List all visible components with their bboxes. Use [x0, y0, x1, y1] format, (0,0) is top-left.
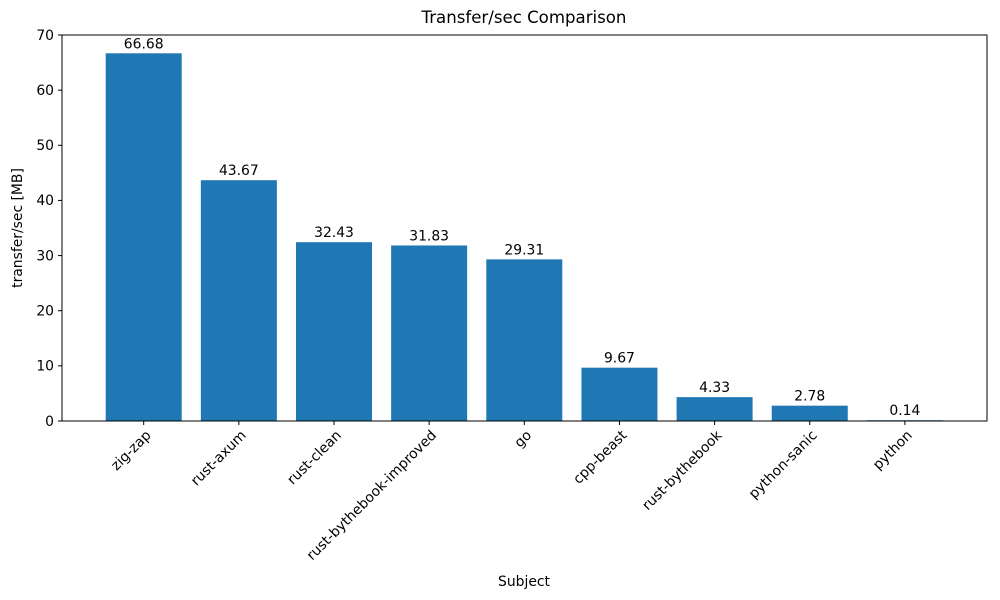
y-axis-label: transfer/sec [MB] — [10, 168, 26, 288]
bar — [391, 245, 468, 421]
x-tick-label: python — [870, 428, 916, 474]
bar-value-label: 0.14 — [889, 403, 920, 419]
x-tick-label: zig-zap — [108, 427, 155, 474]
y-tick-label: 40 — [36, 193, 54, 209]
y-tick-label: 50 — [36, 138, 54, 154]
chart-title: Transfer/sec Comparison — [421, 8, 627, 27]
bar-value-label: 29.31 — [504, 242, 544, 258]
x-tick-label: go — [512, 428, 536, 452]
x-tick-label: rust-bythebook — [639, 428, 725, 514]
x-tick-label: cpp-beast — [570, 427, 630, 487]
axes-spines — [61, 34, 988, 422]
x-tick-label: rust-axum — [188, 428, 250, 490]
y-tick-label: 20 — [36, 304, 54, 320]
bar — [486, 259, 563, 421]
y-tick-label: 10 — [36, 359, 54, 375]
bar-value-label: 32.43 — [314, 225, 354, 241]
bar — [581, 367, 658, 421]
y-tick-label: 30 — [36, 248, 54, 264]
x-axis-label: Subject — [498, 574, 550, 590]
x-tick-label: rust-clean — [284, 428, 345, 489]
y-tick-label: 70 — [36, 28, 54, 44]
y-tick-label: 60 — [36, 83, 54, 99]
bar — [105, 53, 182, 421]
bar — [200, 180, 277, 421]
bar-value-label: 4.33 — [699, 380, 730, 396]
bar — [296, 242, 372, 421]
bar-value-label: 66.68 — [124, 36, 164, 52]
bar — [676, 397, 753, 421]
bar-value-label: 31.83 — [409, 228, 449, 244]
y-tick-label: 0 — [45, 414, 54, 430]
bar-value-label: 2.78 — [794, 389, 825, 405]
bar-value-label: 43.67 — [219, 163, 259, 179]
bar-value-label: 9.67 — [604, 351, 635, 367]
bar — [771, 405, 848, 421]
x-tick-label: python-sanic — [746, 428, 821, 503]
